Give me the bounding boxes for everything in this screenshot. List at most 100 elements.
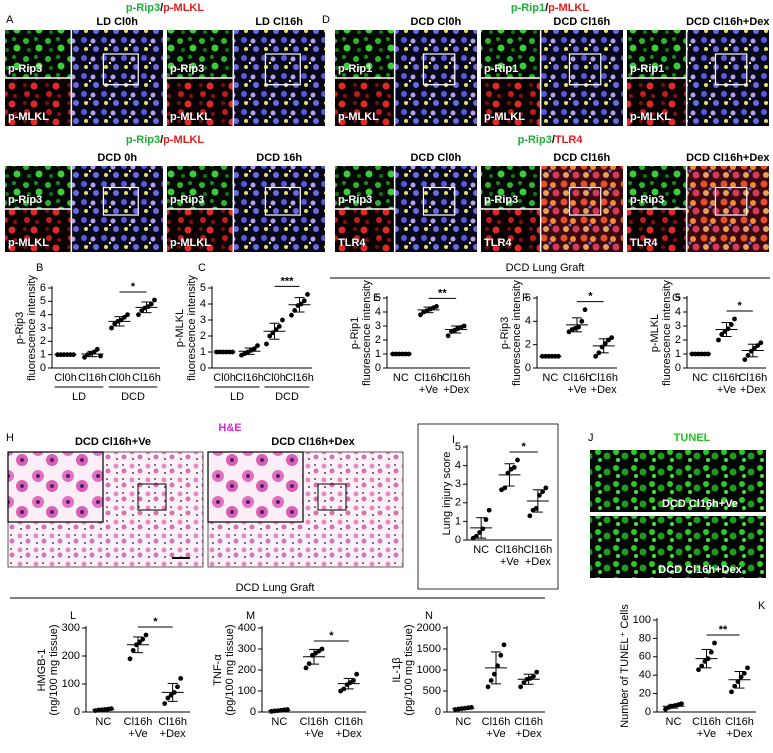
data-point [125, 312, 130, 318]
title-part: TLR4 [555, 134, 583, 146]
x-tick-label: NC [393, 372, 409, 384]
data-point [136, 312, 141, 318]
y-axis-label: p-MLKL [649, 314, 661, 353]
channel-label: p-MLKL [8, 237, 49, 249]
data-point [699, 663, 705, 669]
x-tick-label: Cl16h [725, 716, 754, 728]
x-tick-label: Cl16h [414, 372, 443, 384]
y-axis-label: fluorescence intensity [26, 275, 38, 381]
data-point [98, 353, 103, 359]
data-point [518, 684, 524, 690]
data-point [148, 301, 154, 307]
y-tick-label: 0 [455, 534, 461, 546]
data-point [267, 333, 273, 339]
data-point [745, 665, 750, 671]
panel-letter: N [425, 610, 433, 622]
micrograph [5, 78, 72, 126]
y-axis-label: fluorescence intensity [511, 280, 523, 386]
y-tick-label: 4 [375, 306, 381, 318]
y-tick-label: 6 [525, 292, 531, 304]
y-tick-label: 100 [633, 614, 651, 626]
y-tick-label: 40 [639, 669, 651, 681]
y-tick-label: 100 [62, 678, 80, 690]
data-point [527, 513, 533, 519]
x-tick-label: Cl16h [78, 372, 107, 384]
micrograph [627, 209, 687, 252]
x-tick-label: Cl16h [235, 372, 264, 384]
data-point [175, 684, 180, 690]
title-part: / [160, 134, 163, 146]
section-header: DCD Lung Graft [236, 582, 315, 594]
image-caption: DCD Cl0h [410, 152, 461, 164]
y-tick-label: 1 [675, 348, 681, 360]
section-header: DCD Lung Graft [506, 262, 585, 274]
y-tick-label: 6 [40, 282, 46, 294]
x-tick-label: +Dex [336, 728, 362, 740]
y-tick-label: 2 [375, 334, 381, 346]
y-tick-label: 0 [435, 706, 441, 718]
title-part: p-MLKL [548, 2, 589, 14]
y-tick-label: 2 [525, 339, 531, 351]
channel-label: p-MLKL [170, 237, 211, 249]
significance-label: ** [719, 624, 728, 636]
data-point [719, 332, 725, 337]
y-axis-label: p-MLKL [174, 309, 186, 348]
y-tick-label: 500 [423, 685, 441, 697]
y-tick-label: 4 [525, 315, 531, 327]
roi-box [264, 186, 301, 216]
y-tick-label: 5 [375, 292, 381, 304]
micrograph [335, 30, 395, 78]
micrograph [590, 516, 766, 578]
micrograph [481, 78, 541, 126]
image-caption: DCD 0h [97, 152, 137, 164]
data-point [264, 341, 269, 347]
data-point [582, 307, 588, 313]
y-tick-label: 0 [645, 706, 651, 718]
channel-label: p-MLKL [338, 111, 379, 123]
channel-label: p-Rip3 [8, 194, 42, 206]
roi-box [137, 483, 167, 511]
y-tick-label: 4 [455, 460, 461, 472]
title-part: p-MLKL [163, 134, 204, 146]
y-tick-label: 3 [375, 320, 381, 332]
y-axis-label: p-Rip1 [349, 317, 361, 349]
y-tick-label: 1500 [417, 643, 441, 655]
data-point [515, 457, 520, 463]
y-tick-label: 300 [62, 622, 80, 634]
x-tick-label: NC [692, 372, 708, 384]
micrograph [627, 78, 687, 126]
panel-letter: E [373, 292, 380, 304]
x-tick-label: +Ve [486, 728, 505, 740]
channel-label: p-Rip1 [630, 63, 664, 75]
x-tick-label: Cl16h [124, 716, 153, 728]
x-tick-label: NC [455, 716, 471, 728]
y-tick-label: 1 [40, 349, 46, 361]
panel-letter: D [322, 14, 330, 26]
data-point [486, 507, 492, 513]
x-tick-label: +Dex [525, 556, 551, 568]
y-axis-label: Number of TUNEL⁺ Cells [619, 604, 631, 728]
image-caption: DCD Cl16h+Dex [686, 152, 770, 164]
data-point [109, 325, 114, 331]
panel-title: TUNEL [674, 432, 711, 444]
image-caption: LD Cl16h [255, 16, 303, 28]
y-tick-label: 1 [455, 515, 461, 527]
data-point [130, 648, 136, 653]
panel-letter: H [6, 432, 14, 444]
data-point [540, 489, 546, 495]
y-tick-label: 200 [62, 650, 80, 662]
y-tick-label: 4 [675, 306, 681, 318]
x-tick-label: Cl16h [132, 372, 161, 384]
channel-label: p-Rip3 [8, 63, 42, 75]
x-tick-label: +Dex [160, 728, 186, 740]
roi-box [422, 186, 456, 216]
data-point [485, 684, 491, 690]
y-tick-label: 0 [375, 362, 381, 374]
roi-box [422, 53, 456, 86]
x-tick-label: NC [473, 544, 489, 556]
data-point [473, 533, 479, 539]
channel-label: TLR4 [630, 237, 658, 249]
y-tick-label: 3 [40, 322, 46, 334]
significance-label: * [131, 281, 136, 293]
data-point [301, 298, 307, 304]
